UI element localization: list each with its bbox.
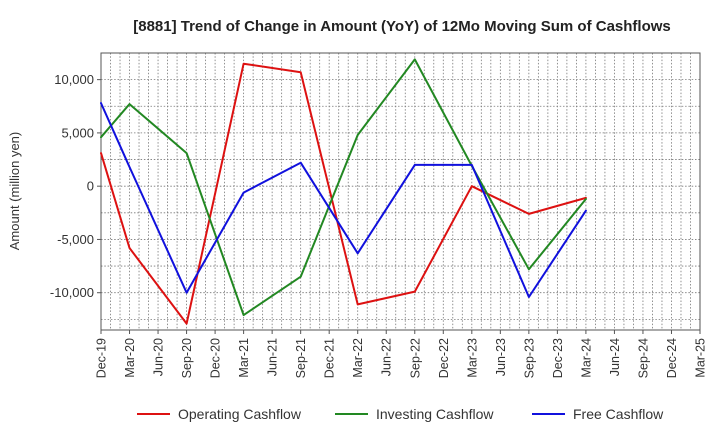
y-tick-label: 10,000	[54, 72, 94, 87]
y-tick-label: -5,000	[57, 232, 94, 247]
x-tick-label: Sep-21	[294, 338, 308, 378]
x-tick-label: Dec-19	[95, 338, 109, 378]
x-tick-label: Jun-22	[380, 338, 394, 376]
series-line-free-cashflow	[100, 102, 587, 298]
x-tick-label: Sep-22	[408, 338, 422, 378]
plot-area-border	[100, 52, 701, 331]
x-tick-label: Jun-23	[494, 338, 508, 376]
x-tick-label: Jun-24	[608, 338, 622, 376]
x-tick-label: Jun-21	[266, 338, 280, 376]
y-axis-ticks: 10,000 5,000 0 -5,000 -10,000	[50, 72, 101, 300]
x-tick-label: Dec-22	[437, 338, 451, 378]
x-tick-label: Sep-23	[522, 338, 536, 378]
series-lines	[100, 58, 587, 325]
x-tick-label: Mar-25	[694, 338, 708, 378]
x-tick-label: Mar-22	[351, 338, 365, 378]
x-tick-label: Dec-21	[323, 338, 337, 378]
y-tick-label: 5,000	[61, 125, 94, 140]
x-tick-label: Mar-20	[123, 338, 137, 378]
x-tick-label: Jun-20	[152, 338, 166, 376]
x-tick-label: Sep-24	[636, 338, 650, 378]
x-tick-label: Mar-23	[465, 338, 479, 378]
y-tick-label: -10,000	[50, 285, 94, 300]
series-line-investing-cashflow	[100, 58, 587, 317]
grid-lines	[101, 53, 700, 330]
y-axis-label: Amount (million yen)	[7, 132, 22, 251]
series-line-operating-cashflow	[100, 62, 587, 325]
x-axis-ticks: Dec-19 Mar-20 Jun-20 Sep-20 Dec-20 Mar-21 Jun-…	[95, 330, 708, 378]
x-tick-label: Mar-21	[237, 338, 251, 378]
legend-label-operating-cashflow: Operating Cashflow	[178, 406, 302, 422]
plot-frame	[100, 52, 701, 331]
y-tick-label: 0	[87, 179, 94, 194]
legend-label-free-cashflow: Free Cashflow	[573, 406, 664, 422]
legend-label-investing-cashflow: Investing Cashflow	[376, 406, 494, 422]
x-tick-label: Dec-23	[551, 338, 565, 378]
x-tick-label: Mar-24	[579, 338, 593, 378]
x-tick-label: Dec-24	[665, 338, 679, 378]
legend: Operating Cashflow Investing Cashflow Free…	[137, 406, 664, 422]
chart-title: [8881] Trend of Change in Amount (YoY) o…	[133, 18, 671, 35]
x-tick-label: Dec-20	[209, 338, 223, 378]
x-tick-label: Sep-20	[180, 338, 194, 378]
